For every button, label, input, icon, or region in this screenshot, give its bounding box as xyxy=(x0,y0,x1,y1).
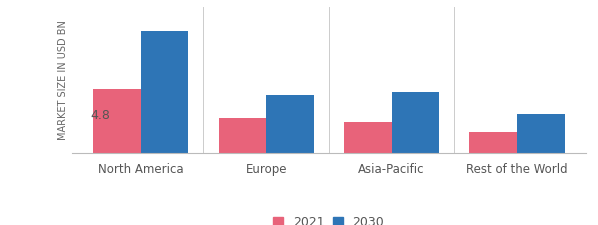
Text: 4.8: 4.8 xyxy=(91,109,111,122)
Bar xyxy=(344,122,392,153)
Bar xyxy=(517,115,565,153)
Bar xyxy=(392,92,440,153)
Bar xyxy=(93,89,141,153)
Bar xyxy=(469,132,517,153)
Bar xyxy=(266,94,314,153)
Legend: 2021, 2030: 2021, 2030 xyxy=(269,212,389,225)
Bar xyxy=(141,31,188,153)
Y-axis label: MARKET SIZE IN USD BN: MARKET SIZE IN USD BN xyxy=(57,20,68,140)
Bar xyxy=(218,118,266,153)
